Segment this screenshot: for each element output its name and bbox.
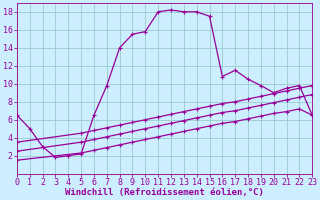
X-axis label: Windchill (Refroidissement éolien,°C): Windchill (Refroidissement éolien,°C) (65, 188, 264, 197)
